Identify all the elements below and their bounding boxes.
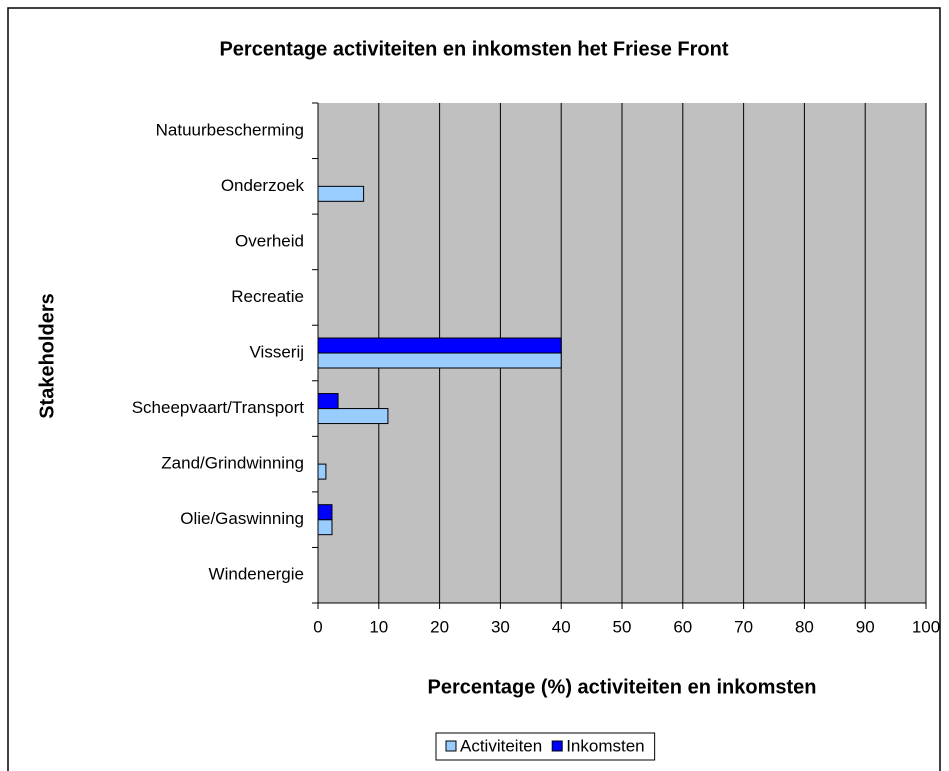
legend-box — [435, 732, 656, 761]
y-tick-label: Scheepvaart/Transport — [132, 398, 305, 417]
bar — [317, 185, 365, 202]
y-tick-label: Visserij — [250, 342, 304, 361]
y-tick-label: Overheid — [235, 231, 304, 250]
legend-label: Activiteiten — [460, 736, 542, 755]
x-tick-label: 0 — [313, 617, 322, 636]
x-tick-label: 60 — [673, 617, 692, 636]
y-tick-label: Natuurbescherming — [156, 120, 304, 139]
x-tick-label: 70 — [734, 617, 753, 636]
y-tick-label: Recreatie — [231, 287, 304, 306]
y-tick-label: Onderzoek — [221, 176, 305, 195]
legend: Activiteiten Inkomsten — [435, 732, 656, 761]
bar — [317, 393, 339, 410]
x-tick-label: 10 — [369, 617, 388, 636]
legend-label: Inkomsten — [566, 736, 644, 755]
x-tick-label: 80 — [795, 617, 814, 636]
bar — [317, 504, 333, 521]
x-axis-title: Percentage (%) activiteiten en inkomsten — [427, 676, 816, 698]
legend-swatch — [551, 740, 563, 752]
y-axis-title: Stakeholders — [36, 293, 58, 419]
legend-swatch — [445, 740, 457, 752]
bar — [317, 463, 327, 480]
x-tick-label: 40 — [552, 617, 571, 636]
bar — [317, 519, 333, 536]
chart-title: Percentage activiteiten en inkomsten het… — [219, 38, 728, 60]
bar — [317, 337, 562, 354]
x-tick-label: 30 — [491, 617, 510, 636]
y-tick-label: Windenergie — [209, 565, 304, 584]
x-tick-label: 20 — [430, 617, 449, 636]
y-tick-label: Zand/Grindwinning — [161, 454, 304, 473]
bar — [317, 352, 562, 369]
x-tick-label: 90 — [856, 617, 875, 636]
bar — [317, 408, 389, 425]
x-tick-label: 100 — [912, 617, 940, 636]
x-tick-label: 50 — [613, 617, 632, 636]
y-tick-label: Olie/Gaswinning — [180, 509, 304, 528]
